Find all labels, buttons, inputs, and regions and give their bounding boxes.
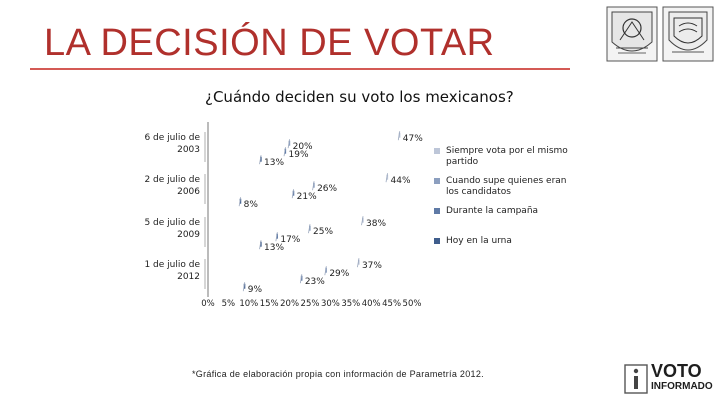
category-label: 6 de julio de — [144, 133, 200, 143]
bar-cap — [324, 266, 327, 276]
unam-shield-logo — [662, 6, 714, 62]
brand-word-voto: VOTO — [651, 361, 702, 381]
x-tick-label: 50% — [403, 299, 422, 309]
category-label: 2003 — [177, 145, 200, 155]
x-tick-label: 35% — [341, 299, 360, 309]
legend-label: Hoy en la urna — [446, 236, 512, 246]
bar-cap — [299, 274, 303, 284]
bar-cap — [357, 258, 360, 268]
legend-label: Durante la campaña — [446, 206, 539, 216]
data-label: 26% — [317, 184, 337, 194]
category-label: 2 de julio de — [144, 175, 200, 185]
x-tick-label: 25% — [301, 299, 320, 309]
source-footnote: *Gráfica de elaboración propia con infor… — [192, 369, 484, 379]
legend-label: Siempre vota por el mismo partido — [446, 146, 568, 167]
bar-4 — [243, 283, 246, 289]
bar-cap — [385, 173, 388, 183]
category-label: 5 de julio de — [144, 218, 200, 228]
legend-swatch — [434, 148, 440, 154]
bar-cap — [312, 181, 315, 191]
bar-cap — [308, 224, 311, 234]
slide-title: LA DECISIÓN DE VOTAR — [44, 22, 495, 64]
data-label: 29% — [329, 269, 349, 279]
bar-4 — [260, 156, 262, 162]
data-label: 20% — [293, 142, 313, 152]
data-label: 37% — [362, 261, 382, 271]
bar-2 — [313, 182, 315, 188]
bar-cap — [287, 139, 290, 149]
data-label: 8% — [244, 200, 259, 210]
category-label: 2012 — [177, 272, 200, 282]
category-label: 1 de julio de — [144, 260, 200, 270]
bar-2 — [309, 225, 311, 231]
bar-3 — [292, 190, 295, 196]
data-label: 23% — [305, 277, 325, 287]
bar-1 — [386, 174, 389, 180]
data-label: 13% — [264, 243, 284, 253]
x-tick-label: 40% — [362, 299, 381, 309]
data-label: 19% — [289, 150, 309, 160]
category-label: 2009 — [177, 230, 200, 240]
unam-seal-logo — [606, 6, 658, 62]
x-tick-label: 15% — [260, 299, 279, 309]
x-tick-label: 30% — [321, 299, 340, 309]
voto-informado-logo: VOTO INFORMADO — [624, 358, 720, 398]
title-divider — [30, 68, 570, 70]
x-tick-label: 0% — [201, 299, 215, 309]
data-label: 13% — [264, 158, 284, 168]
x-tick-label: 10% — [239, 299, 258, 309]
bar-4 — [239, 198, 242, 204]
bar-2 — [325, 267, 327, 273]
chart-title: ¿Cuándo deciden su voto los mexicanos? — [205, 88, 514, 106]
x-tick-label: 45% — [382, 299, 401, 309]
category-label: 2006 — [177, 187, 200, 197]
bar-cap — [291, 189, 295, 199]
bar-cap — [397, 131, 401, 141]
bar-cap — [242, 282, 246, 292]
bar-cap — [259, 240, 262, 250]
bar-3 — [276, 233, 278, 239]
bar-cap — [283, 147, 286, 157]
data-label: 47% — [403, 134, 423, 144]
data-label: 44% — [391, 176, 411, 186]
bar-cap — [238, 197, 242, 207]
legend-label: Cuando supe quienes eran los candidatos — [446, 176, 567, 197]
bar-4 — [260, 241, 262, 247]
data-label: 38% — [366, 219, 386, 229]
bar-cap — [361, 216, 364, 226]
bar-cap — [259, 155, 262, 165]
x-tick-label: 20% — [280, 299, 299, 309]
bar-2 — [288, 140, 291, 146]
voto-informado-icon — [624, 364, 648, 394]
data-label: 25% — [313, 227, 333, 237]
bar-1 — [398, 132, 401, 138]
legend-swatch — [434, 208, 440, 214]
data-label: 9% — [248, 285, 263, 295]
bar-cap — [275, 232, 278, 242]
bar-1 — [362, 217, 364, 223]
bar-1 — [357, 259, 360, 265]
data-label: 21% — [297, 192, 317, 202]
brand-word-informado: INFORMADO — [651, 381, 713, 392]
legend-swatch — [434, 238, 440, 244]
bar-3 — [300, 275, 303, 281]
legend-swatch — [434, 178, 440, 184]
x-tick-label: 5% — [222, 299, 236, 309]
bar-3 — [284, 148, 287, 154]
data-label: 17% — [280, 235, 300, 245]
